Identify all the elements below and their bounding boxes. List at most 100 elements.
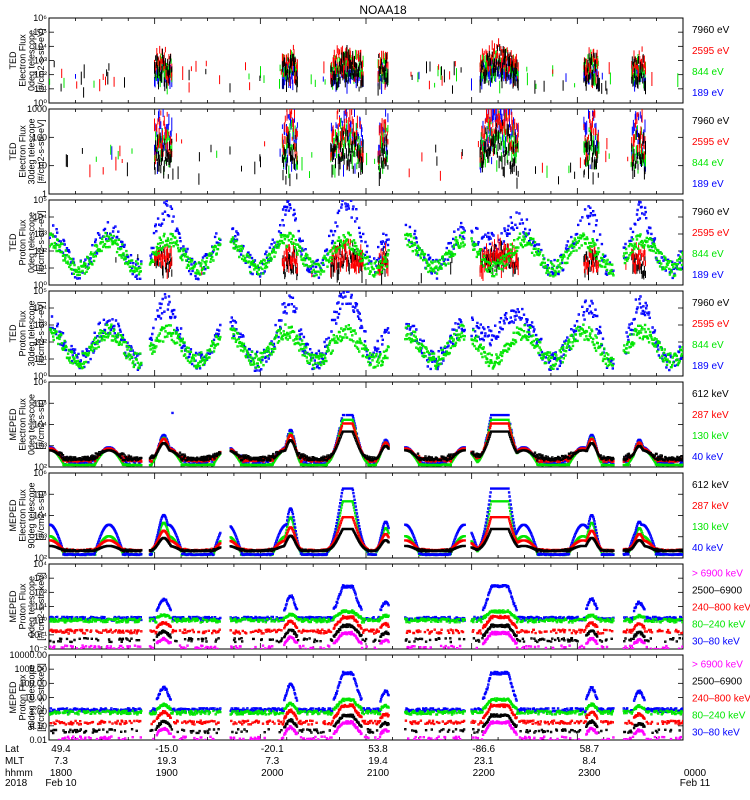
y-tick-label: 10⁴: [33, 559, 47, 569]
series-612-kev: [49, 527, 683, 553]
y-tick-label: 10⁴: [33, 511, 47, 521]
y-tick-label: 10⁰: [33, 616, 47, 626]
series-844-ev: [49, 323, 683, 370]
series-240-800-kev: [49, 614, 683, 635]
panel-data-area: [49, 291, 683, 372]
legend-entry: 2500–6900: [692, 677, 742, 688]
y-tick-label: 10²: [34, 246, 47, 256]
y-tick-label: 10⁶: [33, 468, 47, 478]
y-tick-label: 1000.00: [14, 664, 47, 674]
panel-7: 10⁻² 10⁻¹ 10⁰ 10¹ 10² 10³ 10⁴ MEPEDProton Flux0…: [8, 559, 750, 654]
y-axis-label: MEPEDElectron Flux0deg telescope[#/cm2-s…: [8, 394, 46, 455]
x-tick-hhmm: 2000: [261, 768, 284, 779]
panel-5: 10² 10³ 10⁴ 10⁵ 10⁶ MEPEDElectron Flux0deg te…: [8, 377, 729, 472]
series--6900-kev: [49, 630, 683, 649]
x-tick-hhmm: 0000: [684, 768, 707, 779]
series-2500-6900: [49, 623, 683, 644]
y-tick-label: 10¹: [34, 84, 47, 94]
x-tick-hhmm: 1800: [50, 768, 73, 779]
panel-frame: [48, 290, 684, 377]
legend-entry: 287 keV: [692, 410, 729, 421]
y-tick-label: 10²: [34, 462, 47, 472]
y-tick-label: 10³: [34, 441, 47, 451]
y-axis-label: MEPEDElectron Flux90deg telescope[#/cm2-…: [8, 482, 46, 548]
x-tick-lat: -20.1: [261, 744, 284, 755]
y-tick-label: 100.00: [19, 678, 47, 688]
x-tick-lat: 49.4: [51, 744, 71, 755]
x-row-label-mlt: MLT: [5, 756, 24, 767]
series-612-kev: [49, 430, 683, 462]
y-tick-label: 1000: [27, 104, 47, 114]
legend-entry: 287 keV: [692, 501, 729, 512]
legend-entry: 2595 eV: [692, 46, 730, 57]
panel-frame: [48, 108, 684, 195]
panel-data-area: [65, 109, 646, 189]
panel-frame: [48, 472, 684, 559]
legend-entry: 240–800 keV: [692, 694, 750, 705]
legend-entry: 189 eV: [692, 270, 724, 281]
x-tick-mlt: 23.1: [474, 756, 494, 767]
y-tick-label: 1.00: [29, 707, 47, 717]
series-7960-ev: [53, 44, 646, 98]
y-tick-label: 10⁶: [33, 13, 47, 23]
y-tick-label: 10⁰: [33, 98, 47, 108]
y-tick-label: 10⁻²: [29, 644, 47, 654]
legend-entry: 844 eV: [692, 67, 724, 78]
legend-entry: 844 eV: [692, 249, 724, 260]
y-axis-label: MEPEDProton Flux90deg telescope[#/cm2-s-…: [8, 663, 46, 732]
y-axis-label: TEDElectron Flux30deg telescope[#/cm2-s-…: [8, 118, 46, 184]
legend-entry: > 6900 keV: [692, 660, 743, 671]
series-7960-ev: [65, 119, 646, 189]
y-tick-label: 1: [42, 189, 47, 199]
panel-frame: [48, 381, 684, 468]
y-tick-label: 0.10: [29, 721, 47, 731]
y-tick-label: 10¹: [34, 354, 47, 364]
legend-entry: 844 eV: [692, 158, 724, 169]
legend-entry: 80–240 keV: [692, 620, 746, 631]
legend-entry: 612 keV: [692, 480, 729, 491]
x-tick-mlt: 7.3: [265, 756, 279, 767]
x-tick-mlt: 7.3: [54, 756, 68, 767]
panel-1: 10⁰ 10¹ 10² 10³ 10⁴ 10⁵ 10⁶ TEDElectron Flux0de…: [8, 13, 729, 108]
panel-frame: [48, 563, 684, 650]
y-tick-label: 10⁵: [33, 489, 47, 499]
legend-entry: > 6900 keV: [692, 569, 743, 580]
panel-frame: [48, 654, 684, 741]
x-row-label-date: 2018: [5, 778, 28, 789]
series-80-240-kev: [49, 609, 683, 624]
x-row-label-lat: Lat: [5, 744, 19, 755]
y-tick-label: 10³: [34, 56, 47, 66]
x-tick-hhmm: 2100: [367, 768, 390, 779]
x-tick-date: Feb 10: [45, 778, 77, 789]
legend-entry: 240–800 keV: [692, 603, 750, 614]
y-tick-label: 10⁵: [33, 398, 47, 408]
y-tick-label: 10³: [34, 320, 47, 330]
y-tick-label: 10³: [34, 229, 47, 239]
y-tick-label: 10⁴: [33, 41, 47, 51]
legend-entry: 2595 eV: [692, 319, 730, 330]
panel-data-area: [49, 670, 683, 740]
y-tick-label: 10¹: [34, 263, 47, 273]
panel-3: 10⁰ 10¹ 10² 10³ 10⁴ 10⁵ TEDProton Flux0deg tel…: [8, 195, 729, 290]
y-tick-label: 10⁰: [33, 280, 47, 290]
y-tick-label: 10⁵: [33, 286, 47, 296]
x-tick-lat: 58.7: [580, 744, 600, 755]
series--6900-kev: [57, 720, 682, 740]
x-tick-mlt: 8.4: [582, 756, 596, 767]
y-tick-label: 10: [37, 161, 47, 171]
legend-entry: 7960 eV: [692, 116, 730, 127]
chart-title: NOAA18: [359, 3, 407, 17]
x-tick-lat: -86.6: [472, 744, 495, 755]
y-tick-label: 10²: [34, 553, 47, 563]
legend-entry: 612 keV: [692, 389, 729, 400]
series-844-ev: [49, 231, 683, 278]
series-240-800-kev: [49, 703, 683, 726]
y-tick-label: 10⁴: [33, 420, 47, 430]
y-tick-label: 10⁵: [33, 27, 47, 37]
y-tick-label: 10⁴: [33, 212, 47, 222]
panel-2: 1 10 100 1000 TEDElectron Flux30deg telescop…: [8, 104, 729, 199]
legend-entry: 30–80 keV: [692, 637, 740, 648]
y-axis-label: TEDProton Flux30deg telescope[#/cm2-s-st…: [8, 300, 46, 366]
